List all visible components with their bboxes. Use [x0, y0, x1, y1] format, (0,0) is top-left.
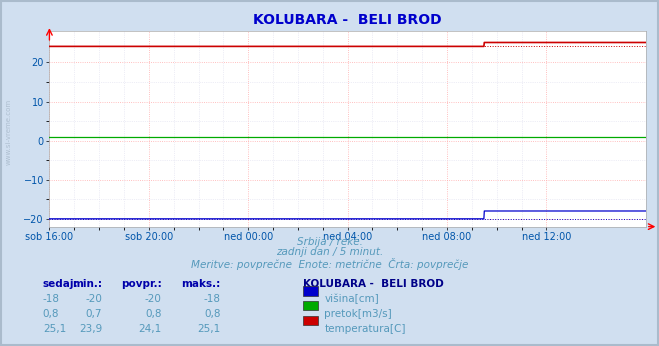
Text: 25,1: 25,1 [198, 324, 221, 334]
Text: 24,1: 24,1 [138, 324, 161, 334]
Text: 0,7: 0,7 [86, 309, 102, 319]
Text: višina[cm]: višina[cm] [324, 294, 379, 304]
Text: 0,8: 0,8 [204, 309, 221, 319]
Text: min.:: min.: [72, 279, 102, 289]
Text: -18: -18 [43, 294, 60, 304]
Text: zadnji dan / 5 minut.: zadnji dan / 5 minut. [276, 247, 383, 257]
Text: pretok[m3/s]: pretok[m3/s] [324, 309, 392, 319]
Text: www.si-vreme.com: www.si-vreme.com [5, 98, 12, 165]
Text: maks.:: maks.: [181, 279, 221, 289]
Text: 23,9: 23,9 [79, 324, 102, 334]
Title: KOLUBARA -  BELI BROD: KOLUBARA - BELI BROD [253, 13, 442, 27]
Text: temperatura[C]: temperatura[C] [324, 324, 406, 334]
Text: povpr.:: povpr.: [121, 279, 161, 289]
Text: -18: -18 [204, 294, 221, 304]
Text: 25,1: 25,1 [43, 324, 66, 334]
Text: 0,8: 0,8 [145, 309, 161, 319]
Text: -20: -20 [85, 294, 102, 304]
Text: KOLUBARA -  BELI BROD: KOLUBARA - BELI BROD [303, 279, 444, 289]
Text: Srbija / reke.: Srbija / reke. [297, 237, 362, 247]
Text: Meritve: povprečne  Enote: metrične  Črta: povprečje: Meritve: povprečne Enote: metrične Črta:… [191, 258, 468, 270]
Text: sedaj:: sedaj: [43, 279, 78, 289]
Text: 0,8: 0,8 [43, 309, 59, 319]
Text: -20: -20 [144, 294, 161, 304]
